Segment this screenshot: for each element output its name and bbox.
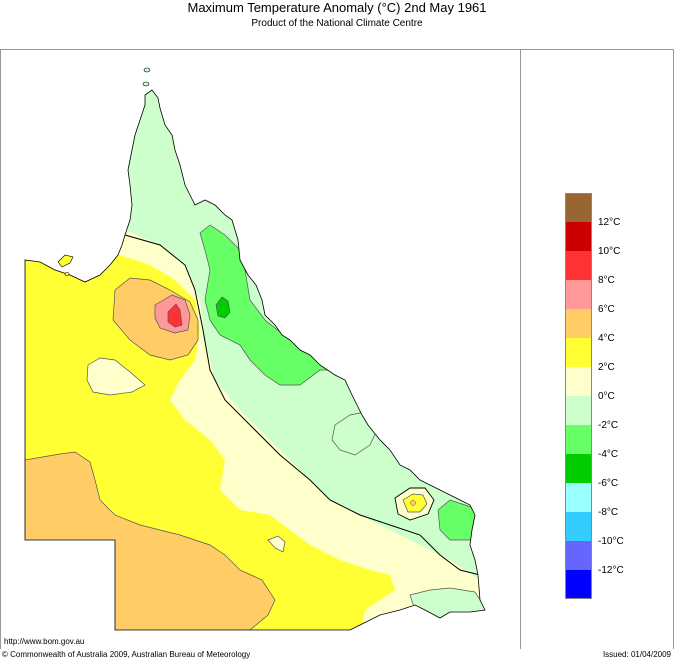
legend-swatch bbox=[565, 425, 592, 454]
map-frame bbox=[0, 49, 673, 649]
legend-label: 8°C bbox=[598, 275, 615, 286]
queensland-anomaly-map bbox=[24, 67, 486, 631]
color-legend bbox=[565, 193, 593, 599]
legend-label: -8°C bbox=[598, 507, 619, 518]
legend-label: 12°C bbox=[598, 217, 621, 228]
legend-label: -12°C bbox=[598, 565, 624, 576]
legend-divider bbox=[520, 49, 521, 649]
legend-label: -6°C bbox=[598, 478, 619, 489]
legend-swatch bbox=[565, 338, 592, 367]
legend-swatch bbox=[565, 396, 592, 425]
legend-label: -2°C bbox=[598, 420, 619, 431]
map-subtitle: Product of the National Climate Centre bbox=[251, 18, 423, 29]
legend-swatch bbox=[565, 483, 592, 512]
legend-swatch bbox=[565, 280, 592, 309]
legend-swatch bbox=[565, 367, 592, 396]
legend-swatch bbox=[565, 512, 592, 541]
legend-label: 10°C bbox=[598, 246, 621, 257]
legend-swatch bbox=[565, 251, 592, 280]
legend-swatch bbox=[565, 570, 592, 599]
bom-url-link[interactable]: http://www.bom.gov.au bbox=[4, 637, 85, 646]
legend-swatch bbox=[565, 222, 592, 251]
legend-label: -10°C bbox=[598, 536, 624, 547]
issued-date: Issued: 01/04/2009 bbox=[602, 650, 671, 659]
legend-swatch bbox=[565, 309, 592, 338]
legend-label: 6°C bbox=[598, 304, 615, 315]
legend-swatch bbox=[565, 541, 592, 570]
legend-label: 0°C bbox=[598, 391, 615, 402]
map-title: Maximum Temperature Anomaly (°C) 2nd May… bbox=[187, 0, 487, 15]
legend-swatch bbox=[565, 193, 592, 222]
legend-swatch bbox=[565, 454, 592, 483]
copyright-notice: © Commonwealth of Australia 2009, Austra… bbox=[2, 650, 251, 659]
legend-label: 2°C bbox=[598, 362, 615, 373]
legend-label: 4°C bbox=[598, 333, 615, 344]
legend-label: -4°C bbox=[598, 449, 619, 460]
